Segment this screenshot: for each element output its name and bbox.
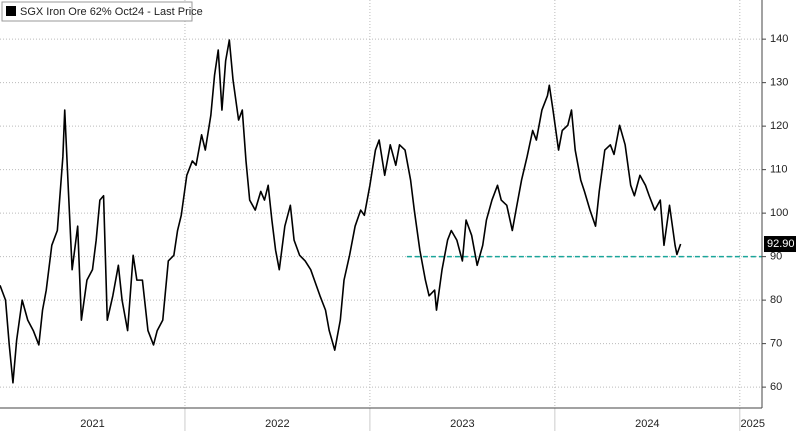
- x-tick-label: 2022: [265, 418, 289, 430]
- y-tick-label: 130: [770, 77, 788, 89]
- price-line: [0, 39, 682, 384]
- legend-label: SGX Iron Ore 62% Oct24 - Last Price: [20, 6, 203, 18]
- last-price-label: 92.90: [767, 238, 795, 250]
- y-tick-label: 70: [770, 338, 782, 350]
- x-tick-label: 2025: [741, 418, 765, 430]
- y-tick-label: 80: [770, 294, 782, 306]
- y-tick-label: 90: [770, 251, 782, 263]
- y-tick-label: 100: [770, 207, 788, 219]
- y-tick-label: 60: [770, 381, 782, 393]
- x-tick-label: 2023: [450, 418, 474, 430]
- x-tick-label: 2021: [80, 418, 104, 430]
- y-tick-label: 120: [770, 120, 788, 132]
- x-tick-label: 2024: [635, 418, 659, 430]
- legend-box: [1, 1, 193, 22]
- last-price-box: [764, 236, 796, 253]
- legend-swatch: [6, 6, 16, 16]
- legend: SGX Iron Ore 62% Oct24 - Last Price: [1, 1, 203, 22]
- y-tick-label: 140: [770, 33, 788, 45]
- y-tick-label: 110: [770, 164, 788, 176]
